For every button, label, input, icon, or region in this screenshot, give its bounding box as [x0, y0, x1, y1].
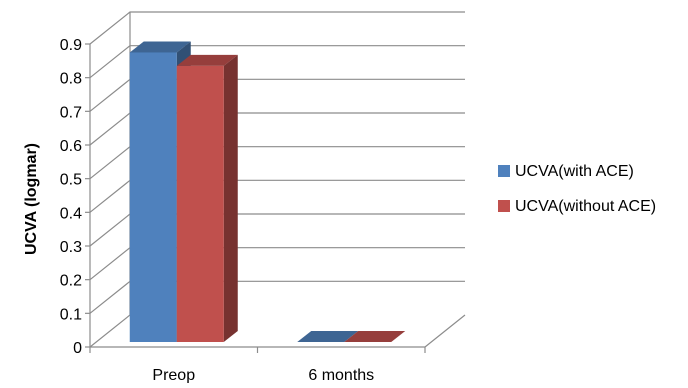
x-category-label: Preop: [152, 367, 195, 383]
bar-front: [129, 52, 177, 342]
gridline: [89, 45, 465, 79]
bar-top: [129, 41, 191, 53]
bar-top: [176, 54, 238, 66]
y-tick-label: 0.3: [60, 239, 82, 256]
bar: [176, 54, 238, 342]
y-axis-title: UCVA (logmar): [23, 143, 40, 255]
legend-label: UCVA(without ACE): [515, 198, 656, 215]
y-tick-label: 0.9: [60, 37, 82, 54]
bar-front: [176, 65, 224, 342]
bar-top: [344, 331, 406, 342]
x-category-label: 6 months: [308, 367, 374, 383]
legend-swatch: [498, 165, 510, 177]
y-tick-label: 0.7: [60, 104, 82, 121]
bar-top: [297, 331, 359, 342]
bars: [129, 41, 406, 342]
y-tick-label: 0: [73, 340, 82, 357]
y-tick-label: 0.6: [60, 138, 82, 155]
legend-swatch: [498, 200, 510, 212]
legend-item: UCVA(without ACE): [498, 198, 656, 215]
y-tick-label: 0.5: [60, 172, 82, 189]
bar-side: [223, 54, 238, 342]
y-tick-label: 0.1: [60, 306, 82, 323]
y-tick-label: 0.4: [60, 205, 82, 222]
legend-label: UCVA(with ACE): [515, 163, 634, 180]
bar: [297, 331, 359, 342]
gridline: [89, 11, 465, 45]
y-axis-ticks: 0 0.1 0.2 0.3 0.4 0.5 0.6 0.7 0.8 0.9: [60, 37, 90, 357]
y-tick-label: 0.2: [60, 273, 82, 290]
legend: UCVA(with ACE) UCVA(without ACE): [498, 163, 656, 215]
x-axis-categories: Preop 6 months: [89, 347, 426, 384]
y-tick-label: 0.8: [60, 71, 82, 88]
legend-item: UCVA(with ACE): [498, 163, 634, 180]
bar: [344, 331, 406, 342]
